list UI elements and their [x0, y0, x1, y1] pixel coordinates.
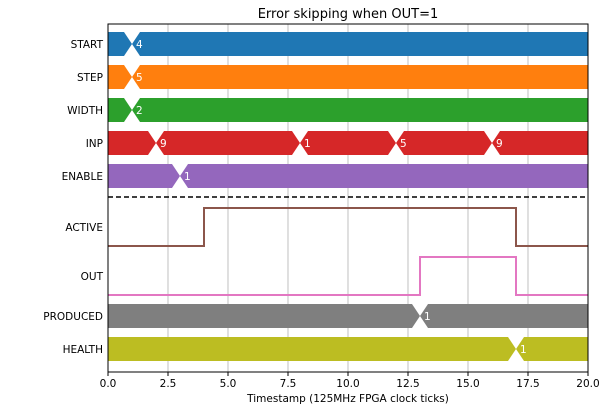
bus-value-inp: 1 — [304, 138, 311, 150]
bus-segment-produced — [108, 304, 420, 328]
row-label-produced: PRODUCED — [43, 311, 103, 323]
row-label-health: HEALTH — [63, 344, 103, 356]
bus-segment-step — [132, 65, 588, 89]
row-label-inp: INP — [86, 138, 103, 150]
x-tick-label: 5.0 — [220, 378, 237, 390]
bus-value-enable: 1 — [184, 171, 191, 183]
bus-segment-produced — [420, 304, 588, 328]
x-tick-label: 15.0 — [456, 378, 479, 390]
row-label-out: OUT — [81, 271, 104, 283]
bus-segment-step — [108, 65, 132, 89]
bus-segment-enable — [180, 164, 588, 188]
bus-value-inp: 9 — [496, 138, 503, 150]
x-tick-label: 20.0 — [576, 378, 599, 390]
bus-value-step: 5 — [136, 72, 143, 84]
signals: START 4 STEP 5 WIDTH 2 INP 9 1 5 9 ENABLE 1 ACTIVE OUT… — [43, 32, 588, 361]
row-label-enable: ENABLE — [62, 171, 103, 183]
bus-value-inp: 5 — [400, 138, 407, 150]
x-tick-label: 7.5 — [280, 378, 297, 390]
x-tick-label: 0.0 — [100, 378, 117, 390]
bus-value-health: 1 — [520, 344, 527, 356]
bus-segment-width — [108, 98, 132, 122]
row-label-start: START — [71, 39, 104, 51]
row-label-step: STEP — [77, 72, 103, 84]
row-label-active: ACTIVE — [65, 222, 103, 234]
chart-title: Error skipping when OUT=1 — [258, 7, 439, 22]
bus-value-produced: 1 — [424, 311, 431, 323]
bus-segment-health — [108, 337, 516, 361]
bus-segment-start — [108, 32, 132, 56]
x-tick-label: 17.5 — [516, 378, 539, 390]
signal-trace-active — [108, 207, 588, 247]
bus-segment-inp — [156, 131, 300, 155]
bus-segment-health — [516, 337, 588, 361]
x-tick-label: 10.0 — [336, 378, 359, 390]
bus-segment-start — [132, 32, 588, 56]
bus-segment-inp — [396, 131, 492, 155]
x-axis-label: Timestamp (125MHz FPGA clock ticks) — [246, 393, 449, 405]
bus-segment-inp — [492, 131, 588, 155]
x-tick-label: 2.5 — [160, 378, 177, 390]
x-tick-label: 12.5 — [396, 378, 419, 390]
plot-frame — [107, 23, 589, 373]
bus-value-start: 4 — [136, 39, 143, 51]
row-label-width: WIDTH — [67, 105, 103, 117]
bus-value-width: 2 — [136, 105, 143, 117]
x-axis: 0.0 2.5 5.0 7.5 10.0 12.5 15.0 17.5 20.0 — [100, 372, 600, 390]
signal-trace-out — [108, 256, 588, 296]
bus-segment-inp — [300, 131, 396, 155]
bus-segment-width — [132, 98, 588, 122]
bus-segment-enable — [108, 164, 180, 188]
bus-segment-inp — [108, 131, 156, 155]
bus-value-inp: 9 — [160, 138, 167, 150]
